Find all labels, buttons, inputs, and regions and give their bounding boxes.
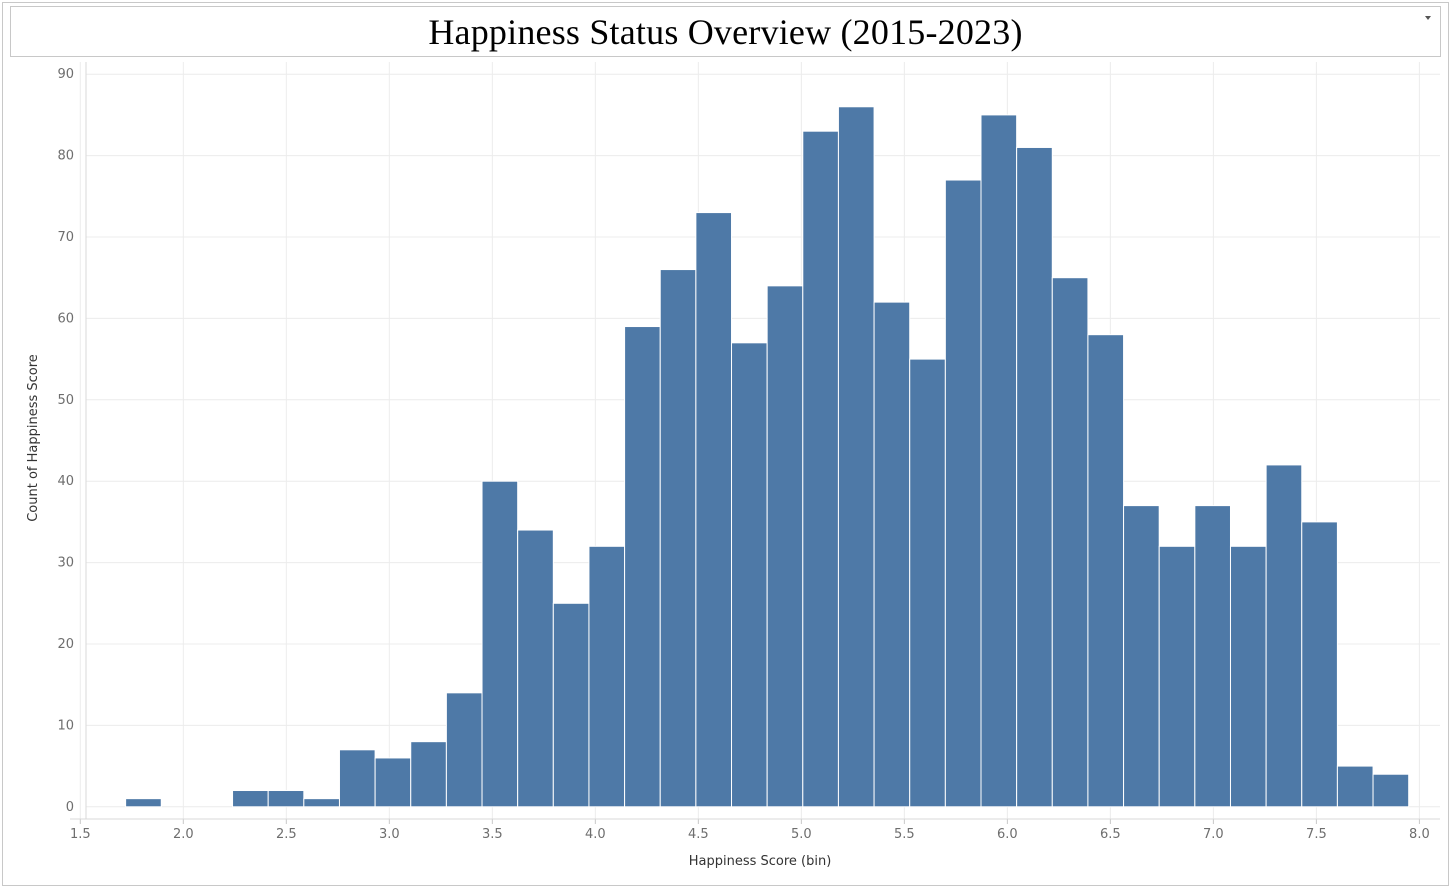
x-tick-label: 5.0 (791, 827, 812, 842)
y-tick-label: 40 (57, 474, 74, 489)
histogram-bar[interactable] (873, 301, 911, 808)
histogram-bar[interactable] (552, 602, 590, 808)
chart-title: Happiness Status Overview (2015-2023) (428, 11, 1023, 52)
x-tick-label: 7.5 (1306, 827, 1327, 842)
x-tick-label: 7.0 (1203, 827, 1224, 842)
histogram-bar[interactable] (445, 692, 483, 808)
histogram-bar[interactable] (303, 798, 340, 808)
histogram-bar[interactable] (695, 212, 733, 808)
histogram-bar[interactable] (1051, 277, 1089, 808)
histogram-bar[interactable] (731, 342, 768, 808)
histogram-bar[interactable] (659, 269, 697, 808)
histogram-bar[interactable] (1123, 505, 1160, 808)
y-tick-label: 70 (57, 230, 74, 245)
y-tick-label: 80 (57, 149, 74, 164)
histogram-bar[interactable] (588, 545, 626, 808)
histogram-bar[interactable] (1301, 521, 1338, 808)
y-tick-label: 60 (57, 311, 74, 326)
x-tick-label: 8.0 (1409, 827, 1430, 842)
x-tick-label: 5.5 (894, 827, 915, 842)
y-tick-label: 20 (57, 637, 74, 652)
histogram-bar[interactable] (1087, 334, 1125, 808)
histogram-bar[interactable] (1372, 773, 1410, 808)
y-tick-label: 90 (57, 67, 74, 82)
x-tick-label: 4.0 (585, 827, 606, 842)
x-tick-label: 3.0 (379, 827, 400, 842)
histogram-bar[interactable] (1336, 765, 1374, 808)
histogram-bar[interactable] (1265, 464, 1303, 808)
x-tick-label: 6.0 (997, 827, 1018, 842)
chart-title-box: Happiness Status Overview (2015-2023) (10, 6, 1441, 57)
histogram-bar[interactable] (267, 790, 305, 808)
y-axis-ticks: 0 10 20 30 40 50 60 70 80 90 (57, 67, 74, 815)
histogram-bar[interactable] (232, 790, 269, 808)
y-tick-label: 0 (66, 800, 74, 815)
histogram-bar[interactable] (944, 179, 982, 808)
histogram-bar[interactable] (338, 749, 376, 808)
histogram-bar[interactable] (481, 480, 519, 808)
y-tick-label: 50 (57, 393, 74, 408)
x-tick-label: 1.5 (70, 827, 91, 842)
x-tick-label: 6.5 (1100, 827, 1121, 842)
histogram-bar[interactable] (410, 741, 447, 808)
histogram-bar[interactable] (980, 114, 1018, 808)
x-tick-label: 3.5 (482, 827, 503, 842)
x-tick-label: 4.5 (688, 827, 709, 842)
histogram-bar[interactable] (374, 757, 412, 808)
histogram-bar[interactable] (1016, 146, 1053, 808)
y-tick-label: 30 (57, 556, 74, 571)
histogram-bar[interactable] (517, 529, 554, 808)
x-tick-label: 2.5 (276, 827, 297, 842)
x-tick-label: 2.0 (173, 827, 194, 842)
histogram-bar[interactable] (837, 106, 875, 808)
y-axis-title: Count of Happiness Score (26, 354, 41, 522)
bars (125, 106, 1410, 808)
histogram-bar[interactable] (1194, 505, 1231, 808)
x-axis-title: Happiness Score (bin) (689, 854, 832, 869)
histogram-bar[interactable] (1229, 545, 1267, 808)
x-axis-ticks: 1.5 2.0 2.5 3.0 3.5 4.0 4.5 5.0 5.5 6.0 6.5 7.0 7.5 8… (70, 827, 1430, 842)
histogram-bar[interactable] (624, 326, 661, 808)
histogram-bar[interactable] (802, 130, 839, 808)
histogram-bar[interactable] (766, 285, 804, 808)
y-tick-label: 10 (57, 718, 74, 733)
histogram-bar[interactable] (909, 358, 946, 808)
histogram-bar[interactable] (1158, 545, 1196, 808)
dropdown-caret-icon[interactable] (1425, 16, 1431, 20)
histogram-bar[interactable] (125, 798, 162, 808)
